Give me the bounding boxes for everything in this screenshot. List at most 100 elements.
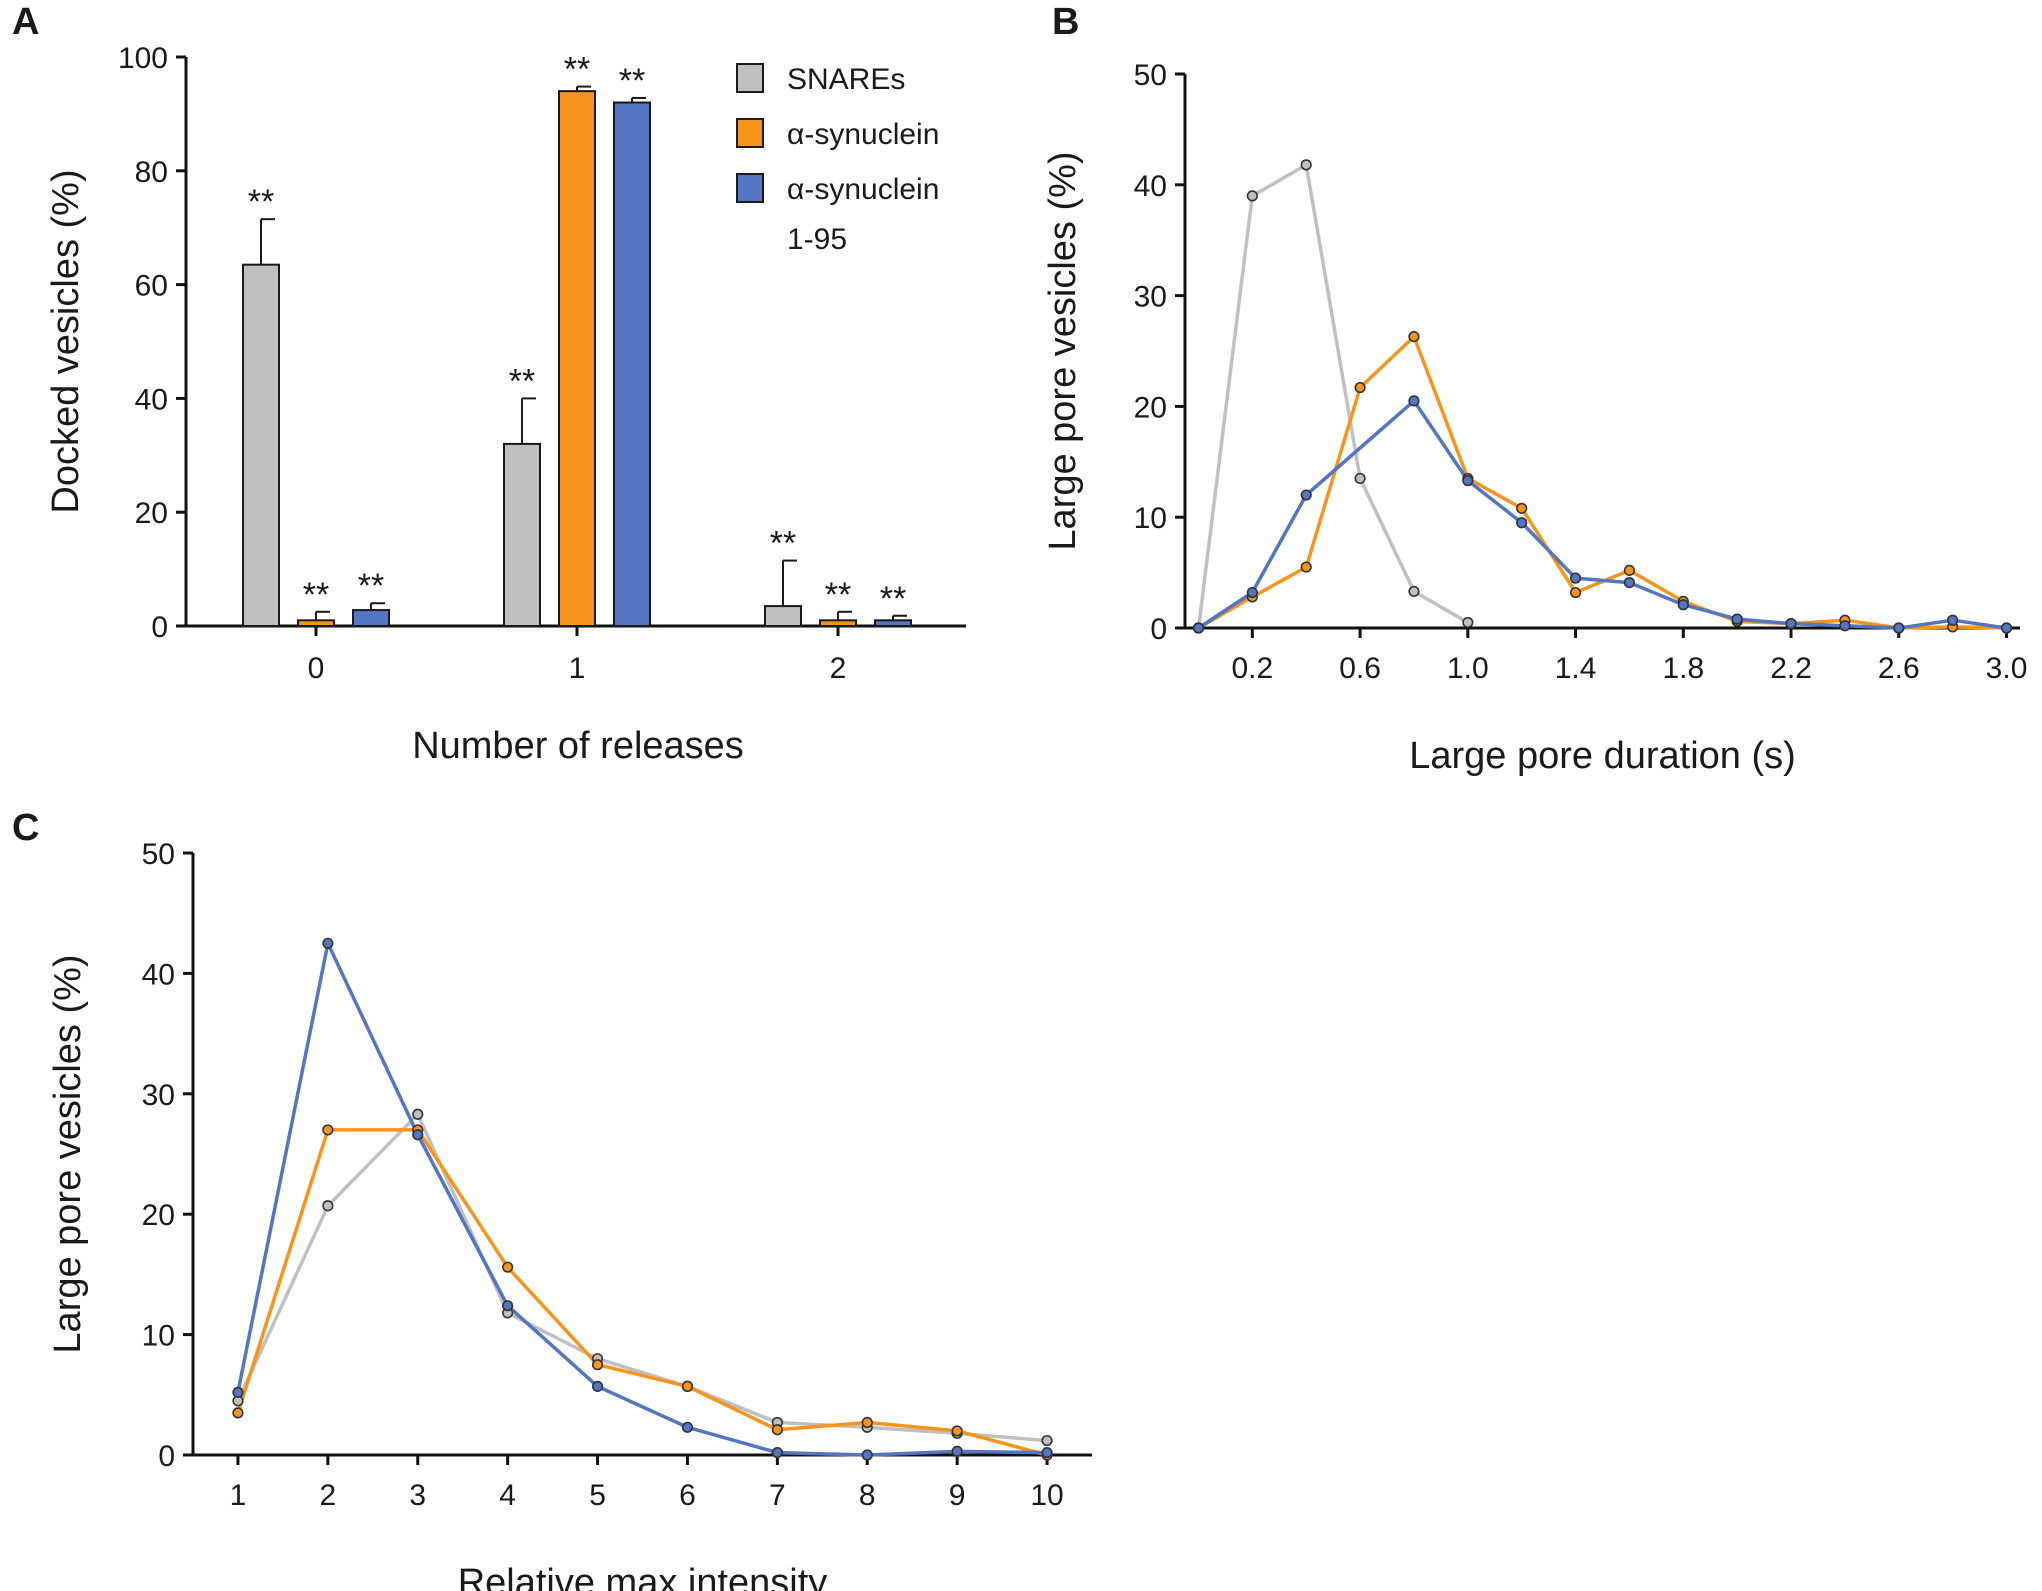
data-point: [861, 1449, 873, 1461]
panel-b-x-tick-label: 0.2: [1231, 652, 1273, 685]
data-point: [322, 1200, 334, 1212]
significance-stars: **: [770, 525, 796, 563]
panel-a-y-tick-label: 0: [151, 611, 168, 644]
bar: [558, 90, 596, 627]
data-point: [502, 1261, 514, 1273]
data-point: [1569, 586, 1582, 599]
data-point: [1839, 620, 1851, 632]
data-point: [412, 1129, 424, 1141]
data-point: [412, 1108, 424, 1120]
data-point: [1408, 395, 1420, 407]
data-point: [1192, 622, 1205, 634]
panel-c-y-tick-label: 30: [142, 1079, 175, 1112]
panel-b-x-tick-label: 0.6: [1339, 652, 1381, 685]
panel-b: B 0 10 20 30 40 50 0.2 0.6 1.0 1.4 1.8 2.2 2.6 3.0 Lar…: [1042, 1, 2027, 777]
data-point: [1569, 572, 1582, 584]
panel-a-y-tick-label: 80: [135, 156, 168, 189]
series-line: [1196, 163, 1469, 629]
panel-b-y-tick-label: 50: [1134, 59, 1167, 92]
data-point: [1408, 330, 1420, 343]
panel-c-x-tick-label: 1: [230, 1479, 247, 1512]
legend-swatch: [736, 173, 764, 203]
panel-b-y-tick-label: 10: [1134, 502, 1167, 535]
panel-b-y-tick-label: 0: [1150, 613, 1167, 646]
panel-c-label: C: [12, 807, 39, 849]
panel-b-x-axis-title: Large pore duration (s): [1409, 735, 1796, 777]
data-point: [1516, 517, 1528, 529]
bar: [613, 101, 651, 627]
data-point: [1623, 564, 1636, 576]
panel-c-x-tick-label: 8: [859, 1479, 876, 1512]
panel-b-y-tick-label: 40: [1134, 170, 1167, 203]
bar: [764, 605, 802, 628]
panel-b-x-tick-label: 1.4: [1555, 652, 1597, 685]
bar: [819, 619, 857, 627]
panel-a-y-tick-label: 40: [135, 383, 168, 416]
panel-a-x-tick-label: 0: [308, 652, 325, 685]
panel-b-label: B: [1052, 1, 1079, 43]
panel-a-x-axis-title: Number of releases: [412, 725, 744, 767]
panel-c-x-tick-label: 10: [1030, 1479, 1063, 1512]
data-point: [771, 1424, 783, 1436]
panel-b-x-tick-label: 1.8: [1662, 652, 1704, 685]
data-point: [2000, 622, 2013, 634]
panel-c-x-tick-label: 6: [679, 1479, 696, 1512]
data-point: [1041, 1434, 1053, 1447]
panel-c-y-axis-title: Large pore vesicles (%): [47, 954, 89, 1353]
panel-c-x-tick-label: 4: [499, 1479, 516, 1512]
bar: [242, 263, 280, 627]
data-point: [861, 1416, 873, 1429]
panel-b-y-tick-label: 20: [1134, 391, 1167, 424]
data-point: [681, 1380, 694, 1392]
panel-c-x-tick-label: 9: [949, 1479, 966, 1512]
data-point: [322, 1124, 334, 1136]
significance-stars: **: [358, 567, 384, 605]
data-point: [591, 1380, 604, 1392]
panel-c-y-tick-label: 50: [142, 838, 175, 871]
panel-c-x-tick-label: 5: [589, 1479, 606, 1512]
data-point: [1947, 614, 1959, 626]
panel-c-y-tick-label: 10: [142, 1320, 175, 1353]
panel-a-y-axis-title: Docked vesicles (%): [45, 169, 87, 513]
data-point: [1677, 599, 1689, 611]
panel-a: A 0 20 40 60 80 100 0 1 2 ** ** ** ** ** ** ** ** ** Numbe…: [12, 1, 966, 767]
data-point: [1354, 381, 1366, 394]
significance-stars: **: [619, 62, 645, 100]
data-point: [1246, 586, 1258, 599]
data-point: [1041, 1446, 1053, 1459]
bar: [874, 619, 912, 627]
bar: [503, 442, 541, 628]
data-point: [1623, 576, 1636, 589]
panel-c-x-tick-label: 3: [409, 1479, 426, 1512]
data-point: [951, 1445, 963, 1457]
legend-label: SNAREs: [787, 63, 905, 96]
panel-c-x-tick-label: 2: [320, 1479, 337, 1512]
panel-a-x-tick-label: 1: [569, 652, 586, 685]
panel-a-y-tick-label: 20: [135, 497, 168, 530]
bar: [297, 619, 335, 627]
data-point: [1300, 489, 1312, 501]
data-point: [771, 1446, 783, 1459]
legend-label: 1-95: [787, 223, 847, 256]
data-point: [951, 1425, 963, 1437]
panel-b-x-tick-label: 3.0: [1986, 652, 2028, 685]
legend-swatch: [736, 118, 764, 148]
panel-c-y-tick-label: 20: [142, 1199, 175, 1232]
significance-stars: **: [825, 576, 851, 614]
data-point: [1300, 159, 1312, 171]
significance-stars: **: [248, 183, 274, 221]
series-line: [236, 1112, 1048, 1443]
data-point: [502, 1300, 514, 1312]
data-point: [1785, 617, 1797, 630]
data-point: [1408, 585, 1420, 598]
bar: [352, 609, 390, 627]
data-point: [1354, 472, 1366, 485]
data-point: [1300, 561, 1312, 573]
data-point: [232, 1407, 244, 1419]
data-point: [1516, 502, 1528, 514]
legend-label: α-synuclein: [787, 118, 939, 151]
data-point: [1246, 190, 1258, 202]
data-point: [1462, 616, 1474, 629]
data-point: [1462, 475, 1474, 487]
